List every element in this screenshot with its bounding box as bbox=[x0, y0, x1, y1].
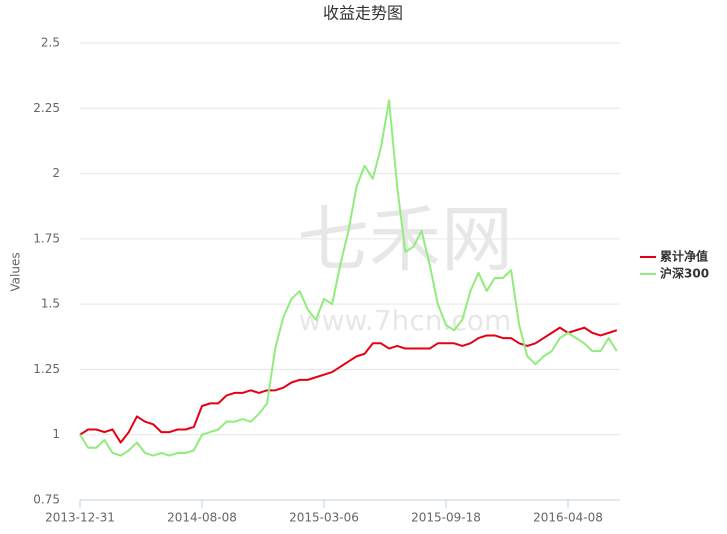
chart-title: 收益走势图 bbox=[323, 4, 403, 23]
y-tick-label: 1.5 bbox=[41, 297, 60, 311]
y-tick-label: 2 bbox=[52, 166, 60, 180]
x-tick-label: 2014-08-08 bbox=[167, 511, 237, 525]
x-tick-label: 2013-12-31 bbox=[45, 511, 115, 525]
x-tick-label: 2015-03-06 bbox=[289, 511, 359, 525]
y-tick-label: 0.75 bbox=[33, 493, 60, 507]
y-tick-label: 2.25 bbox=[33, 101, 60, 115]
x-tick-label: 2015-09-18 bbox=[411, 511, 481, 525]
watermark: 七禾网 bbox=[297, 198, 513, 282]
y-axis-label: Values bbox=[9, 252, 23, 291]
watermark: www.7hcn.com bbox=[299, 304, 511, 337]
legend-text: 沪深300 bbox=[660, 266, 709, 281]
y-tick-label: 1 bbox=[52, 427, 60, 441]
y-tick-label: 1.75 bbox=[33, 231, 60, 245]
x-tick-label: 2016-04-08 bbox=[533, 511, 603, 525]
series-line bbox=[79, 326, 618, 444]
legend-text: 累计净值 bbox=[660, 249, 708, 264]
y-tick-label: 1.25 bbox=[33, 362, 60, 376]
y-tick-label: 2.5 bbox=[41, 36, 60, 50]
series-line bbox=[79, 99, 618, 457]
